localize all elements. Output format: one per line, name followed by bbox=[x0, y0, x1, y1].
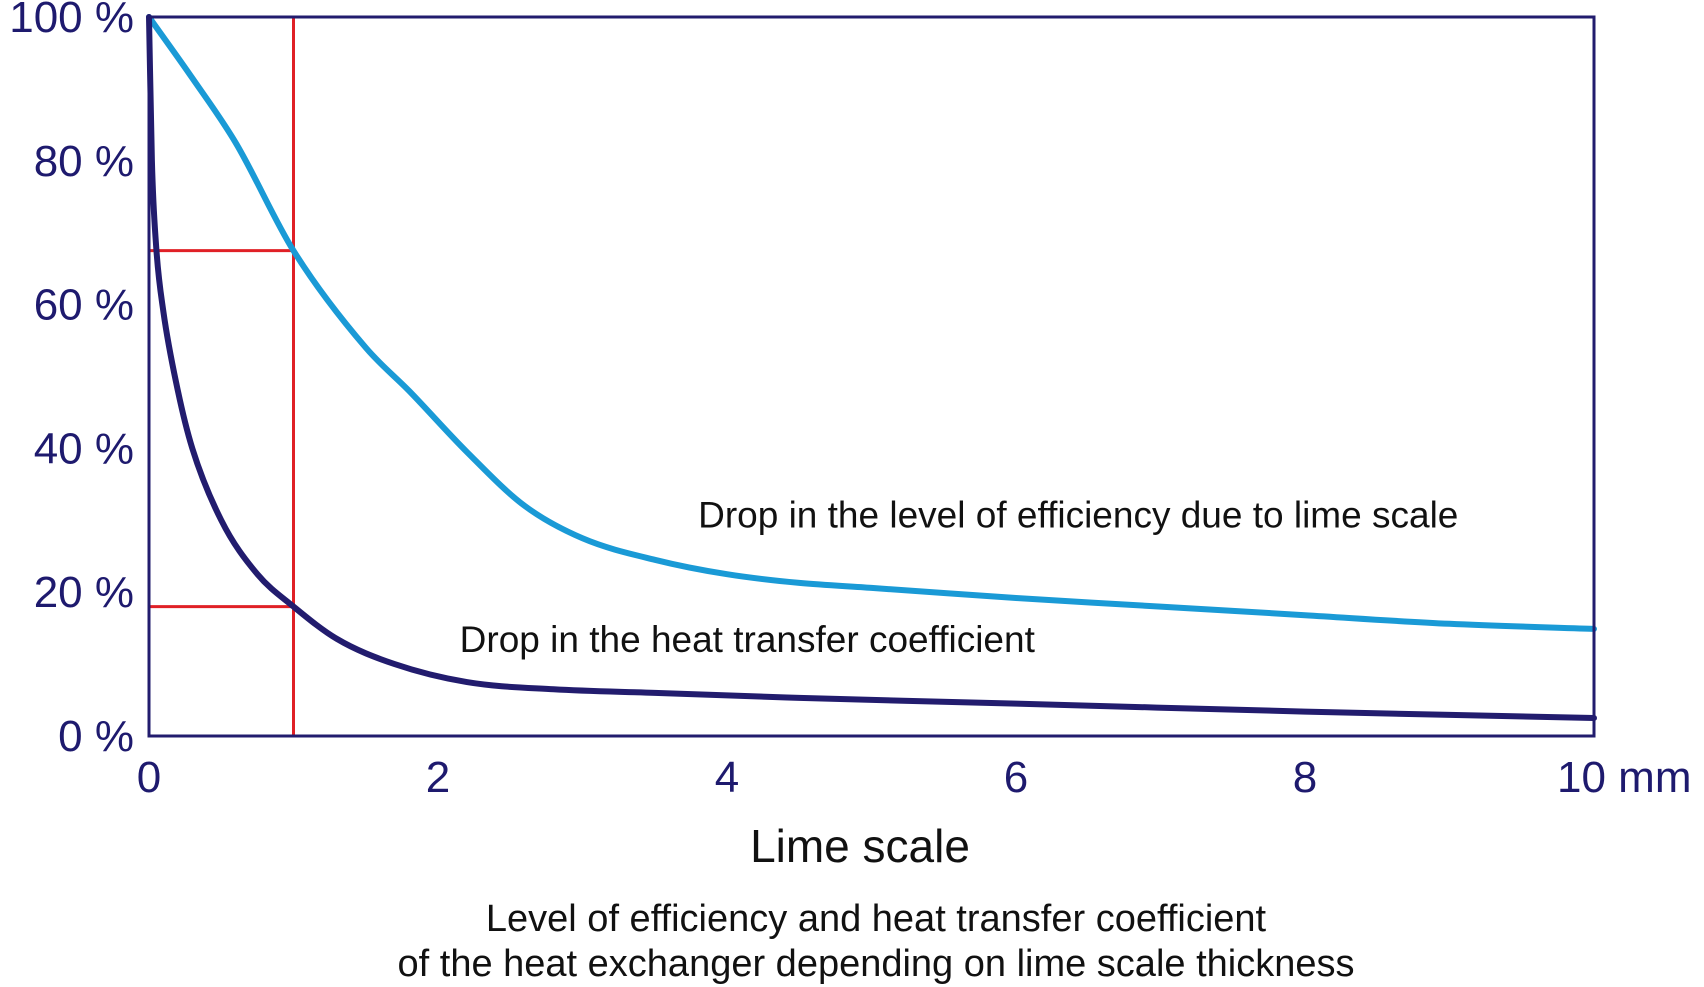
x-tick-label: 0 bbox=[137, 753, 161, 802]
y-tick-label: 100 % bbox=[9, 0, 134, 42]
series-lines bbox=[146, 14, 1597, 721]
x-axis-label: Lime scale bbox=[750, 820, 970, 872]
y-tick-label: 80 % bbox=[34, 137, 134, 186]
x-tick-label: 4 bbox=[715, 753, 739, 802]
x-tick-label: 10 mm bbox=[1557, 753, 1691, 802]
x-tick-label: 8 bbox=[1293, 753, 1317, 802]
series-annotation: Drop in the level of efficiency due to l… bbox=[698, 494, 1458, 535]
y-tick-label: 0 % bbox=[58, 712, 134, 761]
reference-lines bbox=[149, 17, 295, 736]
chart-title: Level of efficiency and heat transfer co… bbox=[486, 898, 1267, 940]
x-tick-label: 6 bbox=[1004, 753, 1028, 802]
y-tick-label: 20 % bbox=[34, 568, 134, 617]
x-axis-ticks: 0 2 4 6 8 10 mm bbox=[137, 753, 1692, 802]
series-annotation: Drop in the heat transfer coefficient bbox=[460, 619, 1036, 660]
annotations: Drop in the level of efficiency due to l… bbox=[460, 494, 1459, 659]
y-tick-label: 40 % bbox=[34, 424, 134, 473]
series-line-heat-transfer bbox=[146, 14, 1597, 721]
plot-frame bbox=[147, 15, 1596, 738]
chart-subtitle: of the heat exchanger depending on lime … bbox=[398, 943, 1355, 985]
x-tick-label: 2 bbox=[426, 753, 450, 802]
y-tick-label: 60 % bbox=[34, 281, 134, 330]
y-axis-ticks: 0 % 20 % 40 % 60 % 80 % 100 % bbox=[9, 0, 134, 761]
series-line-efficiency bbox=[146, 14, 1597, 632]
